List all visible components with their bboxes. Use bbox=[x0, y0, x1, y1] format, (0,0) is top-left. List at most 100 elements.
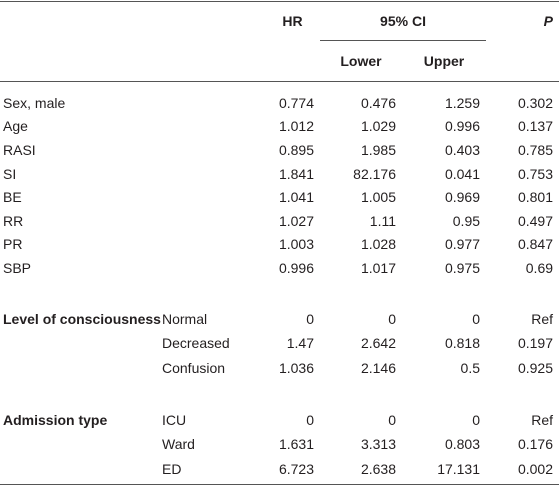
value-cell: 1.029 bbox=[360, 118, 396, 135]
header-hr: HR bbox=[265, 1, 320, 41]
row-label: RR bbox=[3, 212, 24, 229]
value-cell: 0.176 bbox=[517, 435, 554, 452]
table-row: Confusion 1.036 2.146 0.5 0.925 bbox=[0, 355, 559, 381]
results-table: HR 95% CI P Lower Upper Sex, male 0.774 0.… bbox=[0, 1, 559, 485]
header-upper: Upper bbox=[402, 40, 487, 82]
empty bbox=[162, 185, 265, 209]
level-label: Confusion bbox=[162, 360, 226, 376]
table-body: Sex, male 0.774 0.476 1.259 0.302 Age 1.012 1.0… bbox=[0, 82, 559, 485]
table-row: Admission type ICU 0 0 0 Ref bbox=[0, 381, 559, 431]
value-cell: 1.036 bbox=[278, 360, 314, 376]
value-cell: 0.847 bbox=[517, 236, 554, 253]
value-cell: 0.996 bbox=[444, 118, 481, 135]
row-label: SI bbox=[3, 165, 17, 182]
empty bbox=[162, 115, 265, 139]
value-cell: 0.895 bbox=[278, 141, 314, 158]
row-label: RASI bbox=[3, 141, 36, 158]
row-label: Sex, male bbox=[3, 94, 66, 111]
value-cell: 0 bbox=[306, 411, 314, 428]
table-row: ED 6.723 2.638 17.131 0.002 bbox=[0, 456, 559, 485]
table-row: RASI 0.895 1.985 0.403 0.785 bbox=[0, 138, 559, 162]
value-cell: 0.403 bbox=[444, 141, 481, 158]
empty bbox=[162, 138, 265, 162]
value-cell: 0.476 bbox=[360, 94, 396, 111]
value-cell: 1.841 bbox=[278, 165, 314, 182]
empty bbox=[162, 1, 265, 41]
value-cell: 0.803 bbox=[444, 435, 481, 452]
value-cell: 0.002 bbox=[486, 456, 559, 485]
table-row: Level of consciousness Normal 0 0 0 Ref bbox=[0, 280, 559, 330]
value-cell: 82.176 bbox=[353, 165, 396, 182]
value-cell: 0 bbox=[388, 411, 396, 428]
value-cell: 0.69 bbox=[525, 259, 554, 276]
empty bbox=[162, 233, 265, 257]
value-cell: 1.012 bbox=[278, 118, 314, 135]
value-cell: 0.137 bbox=[517, 118, 554, 135]
value-cell: 2.642 bbox=[360, 334, 396, 351]
value-cell: 0.041 bbox=[444, 165, 481, 182]
value-cell: 0.5 bbox=[460, 360, 481, 376]
value-cell: 1.631 bbox=[278, 435, 314, 452]
table-row: SBP 0.996 1.017 0.975 0.69 bbox=[0, 256, 559, 280]
value-cell: 1.11 bbox=[369, 212, 396, 229]
value-cell: 3.313 bbox=[360, 435, 396, 452]
value-cell: 0.774 bbox=[278, 94, 314, 111]
value-cell: 1.47 bbox=[286, 334, 314, 351]
value-cell: 0.925 bbox=[517, 360, 554, 376]
header-row: HR 95% CI P bbox=[0, 1, 559, 41]
value-cell: Ref bbox=[531, 411, 554, 428]
value-cell: 1.027 bbox=[278, 212, 314, 229]
row-label: BE bbox=[3, 189, 22, 206]
value-cell: 0.785 bbox=[517, 141, 554, 158]
value-cell: 0.975 bbox=[444, 259, 481, 276]
empty bbox=[162, 209, 265, 233]
table-row: SI 1.841 82.176 0.041 0.753 bbox=[0, 162, 559, 186]
table-row: Decreased 1.47 2.642 0.818 0.197 bbox=[0, 330, 559, 356]
empty bbox=[0, 1, 162, 41]
value-cell: 0.497 bbox=[517, 212, 554, 229]
value-cell: 1.003 bbox=[278, 236, 314, 253]
row-label: SBP bbox=[3, 259, 32, 276]
level-label: Normal bbox=[162, 310, 208, 327]
value-cell: 1.985 bbox=[360, 141, 396, 158]
value-cell: 0.977 bbox=[444, 236, 481, 253]
value-cell: 0.969 bbox=[444, 189, 481, 206]
value-cell: 6.723 bbox=[265, 456, 320, 485]
value-cell: 0.197 bbox=[517, 334, 554, 351]
header-lower: Lower bbox=[320, 40, 402, 82]
level-label: Decreased bbox=[162, 334, 230, 351]
table-row: PR 1.003 1.028 0.977 0.847 bbox=[0, 233, 559, 257]
group-label: Level of consciousness bbox=[3, 310, 161, 327]
table-row: Sex, male 0.774 0.476 1.259 0.302 bbox=[0, 82, 559, 115]
value-cell: 1.005 bbox=[360, 189, 396, 206]
value-cell: 0.302 bbox=[517, 94, 554, 111]
value-cell: 17.131 bbox=[402, 456, 487, 485]
value-cell: Ref bbox=[531, 310, 554, 327]
level-label: ED bbox=[162, 456, 265, 485]
empty bbox=[162, 82, 265, 115]
value-cell: 0.95 bbox=[452, 212, 481, 229]
table-row: Age 1.012 1.029 0.996 0.137 bbox=[0, 115, 559, 139]
value-cell: 1.259 bbox=[444, 94, 481, 111]
value-cell: 0 bbox=[306, 310, 314, 327]
value-cell: 0 bbox=[388, 310, 396, 327]
group-label: Admission type bbox=[3, 411, 108, 428]
value-cell: 0.818 bbox=[444, 334, 481, 351]
value-cell: 1.041 bbox=[278, 189, 314, 206]
table-row: BE 1.041 1.005 0.969 0.801 bbox=[0, 185, 559, 209]
value-cell: 0 bbox=[472, 310, 481, 327]
table-row: Ward 1.631 3.313 0.803 0.176 bbox=[0, 431, 559, 457]
value-cell: 0.801 bbox=[517, 189, 554, 206]
empty bbox=[0, 431, 162, 457]
subheader-row: Lower Upper bbox=[0, 40, 559, 82]
value-cell: 1.028 bbox=[360, 236, 396, 253]
row-label: PR bbox=[3, 236, 23, 253]
level-label: Ward bbox=[162, 435, 195, 452]
row-label: Age bbox=[3, 118, 28, 135]
empty bbox=[0, 456, 162, 485]
value-cell: 1.017 bbox=[360, 259, 396, 276]
table-row: RR 1.027 1.11 0.95 0.497 bbox=[0, 209, 559, 233]
value-cell: 0.753 bbox=[517, 165, 554, 182]
empty bbox=[162, 162, 265, 186]
